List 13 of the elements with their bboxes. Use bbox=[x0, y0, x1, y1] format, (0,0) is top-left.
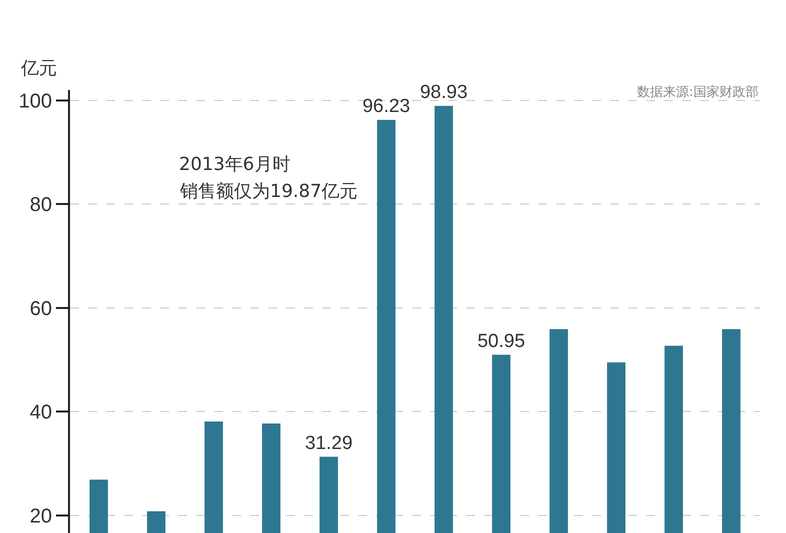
annotation: 数据来源:国家财政部 bbox=[637, 84, 758, 100]
annotation: 销售额仅为19.87亿元 bbox=[179, 181, 358, 202]
y-tick-label: 80 bbox=[30, 194, 52, 216]
y-tick-label: 40 bbox=[30, 402, 52, 424]
y-tick-label: 100 bbox=[18, 90, 52, 112]
y-axis-title: 亿元 bbox=[20, 58, 57, 79]
y-tick-label: 20 bbox=[30, 505, 52, 528]
y-tick-label: 60 bbox=[30, 298, 52, 320]
data-label: 96.23 bbox=[362, 96, 410, 117]
data-label: 50.95 bbox=[477, 330, 526, 352]
data-label: 31.29 bbox=[304, 432, 353, 454]
annotation: 2013年6月时 bbox=[179, 154, 290, 175]
data-label: 98.93 bbox=[420, 82, 468, 103]
